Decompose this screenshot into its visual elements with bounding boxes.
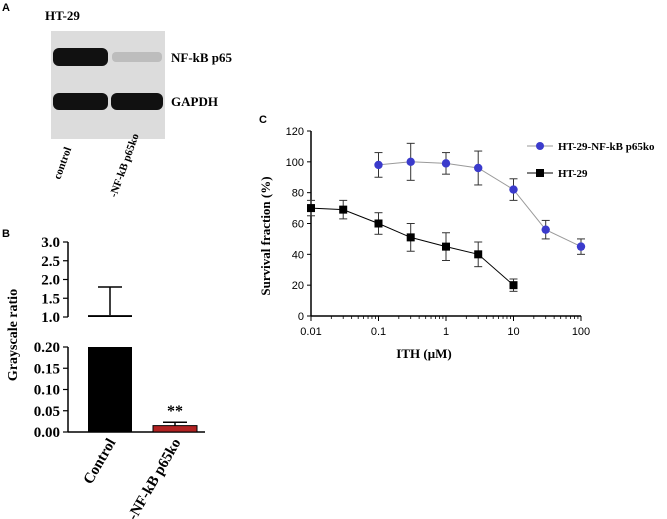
survival-x-tick-label: 1 [443, 326, 449, 338]
data-point [509, 185, 518, 194]
panel-a-letter: A [2, 2, 10, 14]
bar-y-tick-label: 1.5 [41, 291, 60, 307]
bar-y-tick-label: 0.10 [34, 383, 60, 399]
bar-chart: Grayscale ratio 1.0 1.5 2.0 2.5 3.0 0.00 0.05 0… [6, 235, 205, 519]
data-point [339, 205, 348, 214]
data-point [307, 204, 315, 213]
bar [152, 425, 198, 433]
blot-image [51, 31, 165, 139]
bar [88, 347, 132, 432]
data-point [474, 163, 483, 173]
bar-y-tick-label: 0.15 [34, 361, 60, 377]
data-point [474, 250, 483, 259]
legend-marker [536, 142, 544, 150]
bar-y-tick-label: 2.5 [41, 254, 60, 270]
data-point [576, 242, 586, 251]
data-point [509, 281, 518, 290]
survival-y-tick-label: 80 [292, 188, 304, 200]
band-label-p65: NF-kB p65 [171, 50, 233, 65]
survival-chart: Survival fraction (%) ITH (μM) 0 20 40 60 80… [258, 126, 655, 361]
survival-chart-x-label: ITH (μM) [396, 346, 451, 361]
legend-marker [536, 169, 544, 177]
survival-y-tick-label: 120 [286, 126, 304, 138]
gapdh-band-control [53, 93, 108, 110]
series-ko [374, 142, 586, 255]
survival-y-tick-label: 20 [292, 280, 304, 292]
series-line [310, 207, 514, 286]
data-point [441, 159, 451, 168]
p65-band-control [53, 48, 108, 66]
bar-chart-y-label: Grayscale ratio [6, 289, 21, 381]
survival-y-tick-label: 100 [286, 157, 304, 169]
survival-x-tick-label: 10 [507, 326, 519, 338]
band-label-gapdh: GAPDH [171, 94, 218, 109]
series-parental [307, 199, 518, 292]
survival-y-tick-label: 0 [298, 311, 304, 323]
bar-x-tick-label: -NF-kB p65ko [125, 436, 184, 519]
lane-label-ko: -NF-kB p65ko [108, 132, 142, 199]
p65-band-ko [112, 52, 162, 62]
survival-chart-y-label: Survival fraction (%) [258, 176, 273, 295]
data-point [374, 219, 383, 228]
bar-x-tick-label: Control [81, 436, 120, 487]
data-point [541, 225, 550, 234]
panel-c-letter: C [259, 114, 267, 126]
legend-label: HT-29 [558, 168, 588, 180]
bar-y-tick-label: 3.0 [41, 235, 60, 251]
survival-x-tick-label: 0.1 [371, 326, 386, 338]
data-point [374, 160, 383, 170]
gapdh-band-ko [111, 93, 163, 110]
data-point [406, 233, 415, 242]
bar-y-tick-label: 1.0 [41, 310, 60, 326]
survival-x-tick-label: 100 [572, 326, 590, 338]
data-point [442, 242, 450, 251]
bar-y-tick-label: 0.05 [34, 404, 60, 420]
survival-x-tick-label: 0.01 [300, 326, 321, 338]
bar-y-tick-label: 0.20 [34, 340, 60, 356]
bar [88, 315, 132, 317]
significance-marker: ** [167, 403, 183, 420]
cell-line-label: HT-29 [45, 8, 80, 23]
lane-label-control: control [52, 146, 75, 181]
survival-y-tick-label: 60 [292, 219, 304, 231]
bar-y-tick-label: 2.0 [41, 273, 60, 289]
panel-b-letter: B [2, 228, 10, 240]
bar-y-tick-label: 0.00 [34, 425, 60, 441]
blot-background [51, 31, 165, 139]
legend-label: HT-29-NF-kB p65ko [558, 141, 655, 153]
survival-y-tick-label: 40 [292, 249, 304, 261]
data-point [406, 157, 415, 167]
legend: HT-29-NF-kB p65ko HT-29 [527, 141, 655, 180]
